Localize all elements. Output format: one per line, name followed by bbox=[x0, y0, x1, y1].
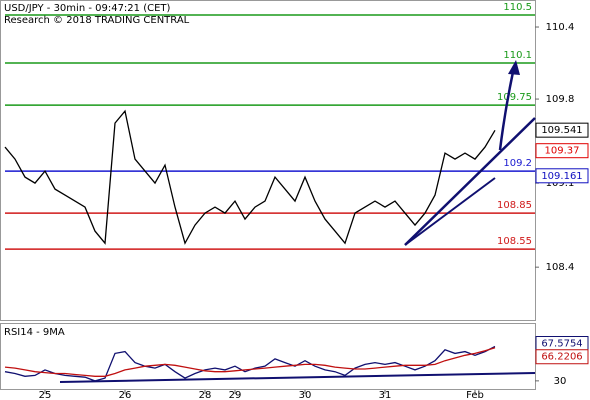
x-tick-label: 25 bbox=[39, 390, 52, 400]
forecast-arrow bbox=[498, 71, 515, 151]
price-tag-label: 109.37 bbox=[545, 146, 580, 157]
price-tag bbox=[535, 168, 589, 184]
arrow-head bbox=[508, 60, 520, 75]
y-tick-label: 30 bbox=[554, 376, 567, 387]
y-tick-label: 110.4 bbox=[546, 22, 575, 33]
value-tag-label: 66.2206 bbox=[541, 352, 582, 363]
chart-title: USD/JPY - 30min - 09:47:21 (CET) bbox=[4, 3, 171, 14]
rsi-title: RSI14 - 9MA bbox=[4, 327, 65, 338]
x-tick-label: Feb bbox=[466, 390, 484, 400]
x-tick-label: 28 bbox=[199, 390, 212, 400]
level-label: 109.2 bbox=[503, 158, 532, 169]
price-tag-label: 109.161 bbox=[541, 171, 582, 182]
value-tag-label: 67.5754 bbox=[541, 339, 582, 350]
trend-line bbox=[404, 177, 496, 246]
trend-line bbox=[59, 372, 536, 383]
level-label: 108.55 bbox=[497, 236, 532, 247]
trend-lines bbox=[59, 60, 536, 383]
level-label: 108.85 bbox=[497, 200, 532, 211]
trend-line bbox=[404, 117, 536, 246]
series-line bbox=[4, 109, 496, 245]
price-tag-label: 109.541 bbox=[541, 125, 582, 136]
price-tag bbox=[535, 143, 589, 159]
level-label: 109.75 bbox=[497, 92, 532, 103]
value-tag bbox=[535, 349, 589, 365]
series-line bbox=[4, 347, 496, 377]
y-tick-label: 109.8 bbox=[546, 94, 575, 105]
x-tick-label: 26 bbox=[119, 390, 132, 400]
level-label: 110.1 bbox=[503, 50, 532, 61]
price-panel bbox=[0, 0, 536, 321]
y-tick-label: 109.1 bbox=[546, 178, 575, 189]
level-label: 110.5 bbox=[503, 2, 532, 13]
x-tick-label: 31 bbox=[379, 390, 392, 400]
x-tick-label: 30 bbox=[299, 390, 312, 400]
price-tag bbox=[535, 122, 589, 138]
x-tick-label: 29 bbox=[229, 390, 242, 400]
chart-subtitle: Research © 2018 TRADING CENTRAL bbox=[4, 15, 190, 26]
y-tick-label: 108.4 bbox=[546, 262, 575, 273]
